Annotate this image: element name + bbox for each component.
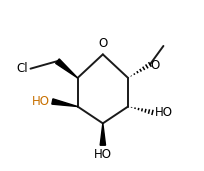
Text: HO: HO xyxy=(94,148,112,161)
Text: O: O xyxy=(151,59,160,72)
Text: Cl: Cl xyxy=(16,62,28,75)
Text: O: O xyxy=(98,37,108,50)
Polygon shape xyxy=(52,99,78,107)
Text: HO: HO xyxy=(155,106,173,119)
Polygon shape xyxy=(100,123,105,145)
Polygon shape xyxy=(56,59,78,78)
Text: HO: HO xyxy=(32,95,50,108)
